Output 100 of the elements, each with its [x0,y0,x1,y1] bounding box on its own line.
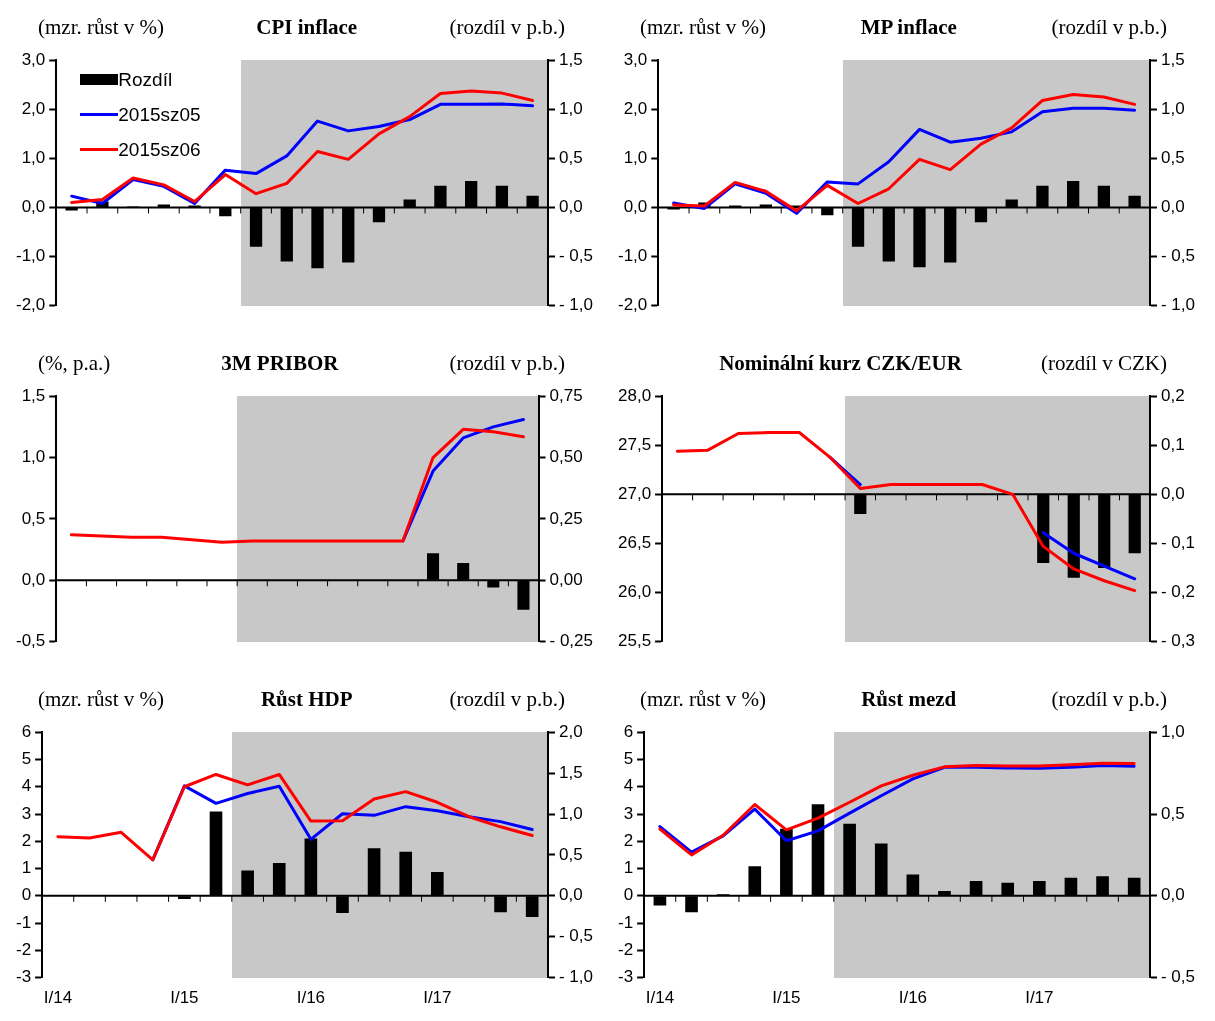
y2-axis-title: (rozdíl v p.b.) [1051,14,1167,40]
y2-tick-label: 0,0 [1160,197,1185,217]
x-tick-label: I/17 [423,988,452,1008]
y2-tick-label: 2,0 [558,721,583,741]
chart-title: Růst mezd [861,686,957,712]
y-tick-label: 6 [21,721,32,741]
y-tick-label: 0,0 [623,197,648,217]
y-tick-label: 0,0 [21,569,46,589]
y2-tick-label: - 0,5 [1160,246,1196,266]
y2-axis-title: (rozdíl v p.b.) [449,350,565,376]
y2-tick-label: 0,0 [558,197,583,217]
y-tick-label: 3 [21,803,32,823]
y-tick-label: 4 [21,776,32,796]
y2-tick-label: 0,1 [1160,434,1185,454]
y2-tick-label: - 1,0 [558,967,594,987]
y2-tick-label: - 0,1 [1160,533,1196,553]
y2-tick-label: - 0,5 [558,926,594,946]
y2-tick-label: 1,5 [1160,49,1185,69]
y-tick-label: 0 [623,885,634,905]
y2-tick-label: - 1,0 [558,295,594,315]
y-tick-label: 0 [21,885,32,905]
y-tick-label: 26,5 [617,533,652,553]
y2-tick-label: 1,0 [558,803,583,823]
y-axis-title: (mzr. růst v %) [640,686,766,712]
y2-tick-label: 0,5 [558,148,583,168]
y-tick-label: 28,0 [617,385,652,405]
y2-tick-label: 0,5 [558,844,583,864]
chart-title: 3M PRIBOR [221,350,339,376]
y-tick-label: -2,0 [618,295,648,315]
y-tick-label: 1 [623,858,634,878]
chart-title: CPI inflace [256,14,358,40]
chart-title: MP inflace [860,14,957,40]
y-tick-label: -3 [617,967,634,987]
y-tick-label: 0,0 [21,197,46,217]
y2-tick-label: 0,75 [549,385,583,405]
x-tick-label: I/16 [296,988,326,1008]
y2-axis-title: (rozdíl v p.b.) [449,686,565,712]
y-tick-label: 25,5 [617,631,652,651]
y2-axis-title: (rozdíl v p.b.) [449,14,565,40]
x-tick-label: I/15 [772,988,801,1008]
y-tick-label: -2 [15,940,32,960]
y-axis-title: (mzr. růst v %) [38,686,164,712]
y-tick-label: -1,0 [16,246,46,266]
y2-tick-label: 0,00 [549,569,583,589]
x-tick-label: I/14 [43,988,73,1008]
y-tick-label: 27,5 [617,434,652,454]
y-tick-label: 3,0 [623,49,648,69]
y-tick-label: 0,5 [21,508,46,528]
y2-tick-label: 0,5 [1160,803,1185,823]
y2-tick-label: 0,25 [549,508,583,528]
y-tick-label: 3 [623,803,634,823]
y-axis-title: (%, p.a.) [38,350,111,376]
y-tick-label: -1 [617,912,634,932]
y-tick-label: -1 [15,912,32,932]
y-tick-label: 3,0 [21,49,46,69]
y2-tick-label: 0,0 [1160,484,1185,504]
y-tick-label: 1,0 [21,148,46,168]
y2-tick-label: 1,0 [558,98,583,118]
y2-tick-label: 1,0 [1160,721,1185,741]
y-tick-label: -3 [15,967,32,987]
y2-tick-label: 0,0 [558,885,583,905]
y-tick-label: 6 [623,721,634,741]
y-tick-label: 1,0 [21,447,46,467]
x-tick-label: I/16 [898,988,928,1008]
y-tick-label: 4 [623,776,634,796]
chart-title: Nominální kurz CZK/EUR [719,350,962,376]
y2-tick-label: - 1,0 [1160,295,1196,315]
y-axis-title: (mzr. růst v %) [640,14,766,40]
y2-tick-label: 0,5 [1160,148,1185,168]
y-tick-label: -0,5 [16,631,46,651]
y-tick-label: 2,0 [21,98,46,118]
y-tick-label: 5 [623,749,634,769]
y2-tick-label: 0,0 [1160,885,1185,905]
y-tick-label: 27,0 [617,484,652,504]
y2-tick-label: 0,2 [1160,385,1185,405]
y2-tick-label: - 0,3 [1160,631,1196,651]
y2-tick-label: 1,0 [1160,98,1185,118]
y2-tick-label: 1,5 [558,762,583,782]
y-tick-label: 1,5 [21,385,46,405]
legend-label: 2015sz05 [118,103,201,126]
y-axis-title: (mzr. růst v %) [38,14,164,40]
y2-tick-label: - 0,25 [549,631,594,651]
x-tick-label: I/17 [1025,988,1054,1008]
y-tick-label: -2 [617,940,634,960]
y-tick-label: 2 [623,830,634,850]
y2-tick-label: - 0,2 [1160,582,1196,602]
y-tick-label: 26,0 [617,582,652,602]
y-tick-label: 2 [21,830,32,850]
y-tick-label: 5 [21,749,32,769]
x-tick-label: I/15 [170,988,199,1008]
legend-label: 2015sz06 [118,138,201,161]
y2-axis-title: (rozdíl v CZK) [1041,350,1167,376]
y2-tick-label: - 0,5 [1160,967,1196,987]
y-tick-label: 2,0 [623,98,648,118]
legend-label: Rozdíl [118,68,173,91]
y2-axis-title: (rozdíl v p.b.) [1051,686,1167,712]
y2-tick-label: 1,5 [558,49,583,69]
chart-title: Růst HDP [260,686,353,712]
y2-tick-label: - 0,5 [558,246,594,266]
y-tick-label: -1,0 [618,246,648,266]
